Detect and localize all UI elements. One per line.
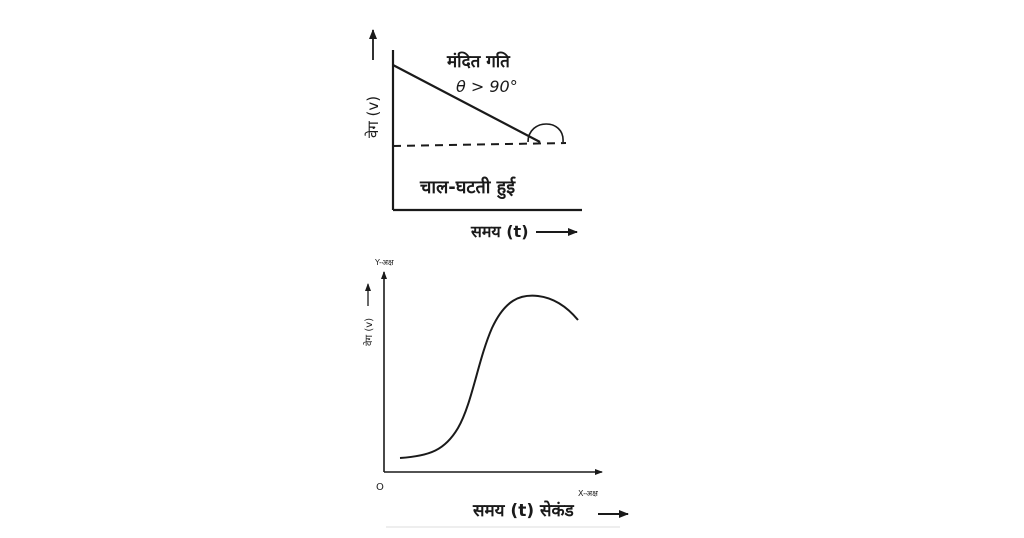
graph-2-velocity-time-curve: Y-अक्ष X-अक्ष O वेग (v) समय (t) सेकंड bbox=[363, 258, 629, 521]
graph1-angle-arc bbox=[527, 123, 564, 143]
graph2-x-axis-name: X-अक्ष bbox=[578, 489, 598, 498]
graph2-y-axis-name: Y-अक्ष bbox=[374, 258, 394, 267]
graph2-origin-label: O bbox=[376, 482, 384, 493]
graph1-velocity-line bbox=[392, 64, 541, 143]
graph-1-velocity-time-decreasing: वेग (v) मंदित गति θ > 90° चाल-घटती हुई स… bbox=[364, 29, 582, 241]
graph1-caption: चाल-घटती हुई bbox=[419, 176, 516, 200]
graph1-annotation-title: मंदित गति bbox=[446, 51, 511, 72]
graph2-velocity-curve bbox=[399, 294, 579, 459]
graph1-y-axis-label: वेग (v) bbox=[364, 96, 382, 138]
graph1-dashed-reference-line bbox=[392, 142, 567, 147]
graph1-x-axis-label: समय (t) bbox=[470, 222, 529, 241]
graph2-y-axis-label: वेग (v) bbox=[363, 318, 375, 346]
graph1-annotation-angle: θ > 90° bbox=[456, 77, 518, 96]
graph2-x-axis-label: समय (t) सेकंड bbox=[472, 500, 575, 521]
